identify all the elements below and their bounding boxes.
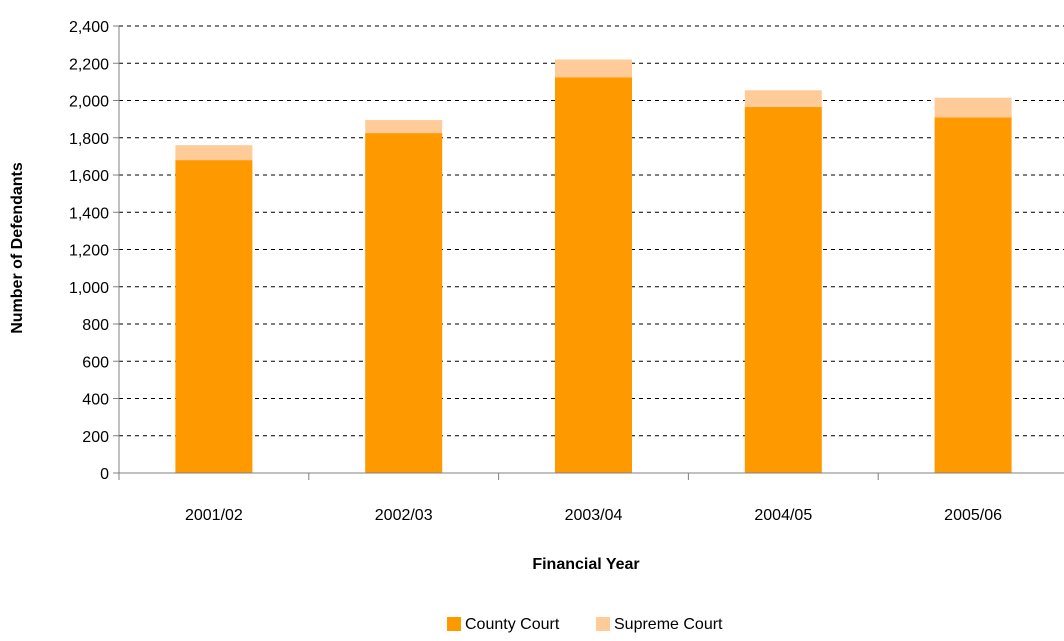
y-tick-label: 2,400 [69,19,109,36]
bar-county-court [934,117,1012,473]
y-tick-label: 2,000 [69,94,109,111]
y-tick-label: 400 [82,392,109,409]
y-tick-label: 0 [100,466,109,483]
bar-supreme-court [175,145,253,161]
legend-label-county-court: County Court [465,616,560,633]
bars [175,59,1012,474]
y-tick-label: 1,200 [69,243,109,260]
bar-county-court [744,107,822,474]
y-tick-label: 1,400 [69,205,109,222]
bar-supreme-court [744,90,822,108]
bar-supreme-court [555,59,632,78]
x-tick-label: 2004/05 [754,507,812,524]
y-tick-label: 2,200 [69,56,109,73]
x-tick-label: 2005/06 [944,507,1002,524]
bar-county-court [175,160,253,473]
x-axis-title: Financial Year [532,556,639,573]
bar-county-court [365,133,443,473]
bar-county-court [555,77,632,473]
legend-label-supreme-court: Supreme Court [614,616,723,633]
bar-supreme-court [934,97,1012,118]
axes: 0 200 400 600 800 1,000 1,200 1,400 1,600 1,800 2,… [69,19,1064,524]
y-tick-label: 1,600 [69,168,109,185]
y-tick-label: 200 [82,429,109,446]
x-tick-label: 2002/03 [375,507,433,524]
y-tick-label: 600 [82,354,109,371]
y-axis-title: Number of Defendants [9,162,26,334]
y-tick-label: 800 [82,317,109,334]
y-tick-label: 1,000 [69,280,109,297]
legend-swatch-county-court [447,617,461,631]
y-tick-label: 1,800 [69,131,109,148]
legend: County Court Supreme Court [447,616,723,633]
legend-swatch-supreme-court [596,617,610,631]
x-tick-label: 2001/02 [185,507,243,524]
bar-supreme-court [365,120,443,134]
x-tick-label: 2003/04 [565,507,623,524]
